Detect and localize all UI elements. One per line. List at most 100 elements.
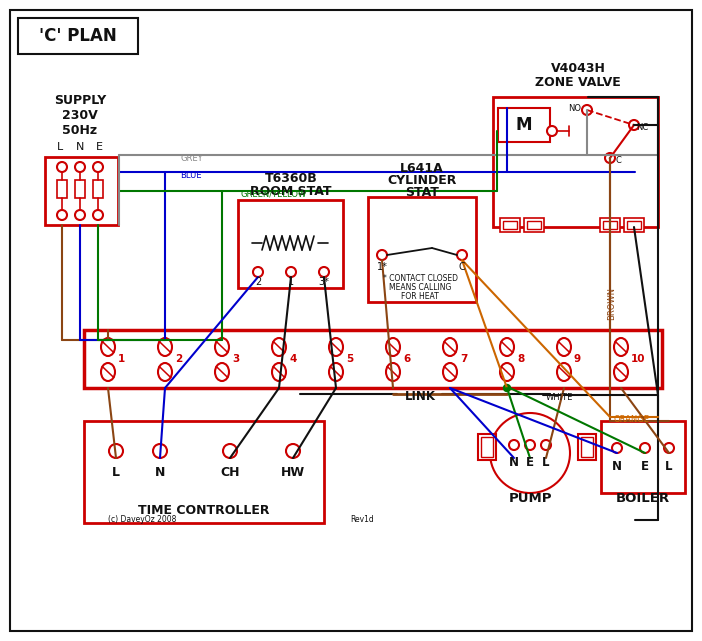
Text: L: L bbox=[665, 460, 673, 472]
Text: L641A: L641A bbox=[400, 162, 444, 174]
Circle shape bbox=[503, 385, 510, 392]
Circle shape bbox=[582, 105, 592, 115]
FancyBboxPatch shape bbox=[45, 157, 118, 225]
Text: 3: 3 bbox=[232, 354, 239, 364]
Text: * CONTACT CLOSED: * CONTACT CLOSED bbox=[383, 274, 458, 283]
Text: C: C bbox=[458, 262, 465, 272]
Text: 230V: 230V bbox=[62, 108, 98, 122]
Ellipse shape bbox=[272, 338, 286, 356]
FancyBboxPatch shape bbox=[524, 218, 544, 232]
FancyBboxPatch shape bbox=[500, 218, 520, 232]
Text: BOILER: BOILER bbox=[616, 492, 670, 504]
Text: N: N bbox=[612, 460, 622, 472]
Circle shape bbox=[286, 444, 300, 458]
Ellipse shape bbox=[101, 363, 115, 381]
Circle shape bbox=[509, 440, 519, 450]
Ellipse shape bbox=[557, 338, 571, 356]
Ellipse shape bbox=[443, 363, 457, 381]
Text: 4: 4 bbox=[289, 354, 296, 364]
Text: Rev1d: Rev1d bbox=[350, 515, 373, 524]
Circle shape bbox=[153, 444, 167, 458]
Ellipse shape bbox=[500, 338, 514, 356]
Text: L: L bbox=[57, 142, 63, 152]
Circle shape bbox=[109, 444, 123, 458]
Ellipse shape bbox=[272, 363, 286, 381]
FancyBboxPatch shape bbox=[238, 200, 343, 288]
Text: ORANGE: ORANGE bbox=[613, 415, 649, 424]
Text: C: C bbox=[615, 156, 621, 165]
Text: MEANS CALLING: MEANS CALLING bbox=[389, 283, 451, 292]
FancyBboxPatch shape bbox=[478, 434, 496, 460]
FancyBboxPatch shape bbox=[18, 18, 138, 54]
FancyBboxPatch shape bbox=[93, 180, 103, 198]
Text: NC: NC bbox=[636, 122, 648, 131]
Circle shape bbox=[457, 250, 467, 260]
Circle shape bbox=[57, 210, 67, 220]
Text: E: E bbox=[526, 456, 534, 469]
Text: NO: NO bbox=[569, 103, 581, 113]
FancyBboxPatch shape bbox=[527, 221, 541, 229]
Ellipse shape bbox=[329, 363, 343, 381]
Ellipse shape bbox=[443, 338, 457, 356]
Ellipse shape bbox=[500, 363, 514, 381]
Text: 1: 1 bbox=[118, 354, 125, 364]
Text: N: N bbox=[76, 142, 84, 152]
FancyBboxPatch shape bbox=[481, 437, 493, 457]
Text: M: M bbox=[516, 116, 532, 134]
Text: 10: 10 bbox=[631, 354, 646, 364]
Text: STAT: STAT bbox=[405, 185, 439, 199]
FancyBboxPatch shape bbox=[10, 10, 692, 631]
FancyBboxPatch shape bbox=[603, 221, 617, 229]
Text: FOR HEAT: FOR HEAT bbox=[401, 292, 439, 301]
Circle shape bbox=[319, 267, 329, 277]
Text: ZONE VALVE: ZONE VALVE bbox=[535, 76, 621, 88]
Text: PUMP: PUMP bbox=[508, 492, 552, 504]
Text: V4043H: V4043H bbox=[550, 62, 605, 74]
Text: N: N bbox=[509, 456, 519, 469]
Circle shape bbox=[664, 443, 674, 453]
Text: CYLINDER: CYLINDER bbox=[388, 174, 457, 187]
Ellipse shape bbox=[158, 338, 172, 356]
Text: ROOM STAT: ROOM STAT bbox=[250, 185, 332, 197]
Text: 2: 2 bbox=[175, 354, 183, 364]
Circle shape bbox=[75, 162, 85, 172]
Circle shape bbox=[223, 444, 237, 458]
Circle shape bbox=[640, 443, 650, 453]
Text: E: E bbox=[95, 142, 102, 152]
FancyBboxPatch shape bbox=[75, 180, 85, 198]
Circle shape bbox=[93, 162, 103, 172]
Circle shape bbox=[629, 120, 639, 130]
Text: CH: CH bbox=[220, 467, 240, 479]
Text: 9: 9 bbox=[574, 354, 581, 364]
Text: L: L bbox=[112, 467, 120, 479]
FancyBboxPatch shape bbox=[627, 221, 641, 229]
Text: 50Hz: 50Hz bbox=[62, 124, 98, 137]
FancyBboxPatch shape bbox=[84, 421, 324, 523]
Ellipse shape bbox=[101, 338, 115, 356]
Ellipse shape bbox=[158, 363, 172, 381]
Text: GREEN/YELLOW: GREEN/YELLOW bbox=[240, 190, 306, 199]
FancyBboxPatch shape bbox=[581, 437, 593, 457]
Circle shape bbox=[525, 440, 535, 450]
Ellipse shape bbox=[614, 363, 628, 381]
Ellipse shape bbox=[386, 338, 400, 356]
Ellipse shape bbox=[215, 363, 229, 381]
Circle shape bbox=[605, 153, 615, 163]
FancyBboxPatch shape bbox=[600, 218, 620, 232]
Circle shape bbox=[93, 210, 103, 220]
Text: SUPPLY: SUPPLY bbox=[54, 94, 106, 106]
Text: WHITE: WHITE bbox=[546, 394, 574, 403]
Ellipse shape bbox=[215, 338, 229, 356]
FancyBboxPatch shape bbox=[368, 197, 476, 302]
Text: 8: 8 bbox=[517, 354, 524, 364]
Text: BLUE: BLUE bbox=[180, 171, 201, 179]
Text: HW: HW bbox=[281, 467, 305, 479]
Text: T6360B: T6360B bbox=[265, 172, 317, 185]
Circle shape bbox=[75, 210, 85, 220]
Text: GREY: GREY bbox=[180, 153, 203, 163]
FancyBboxPatch shape bbox=[57, 180, 67, 198]
Circle shape bbox=[377, 250, 387, 260]
Circle shape bbox=[57, 162, 67, 172]
Text: (c) DaveyOz 2008: (c) DaveyOz 2008 bbox=[108, 515, 176, 524]
Text: 7: 7 bbox=[460, 354, 468, 364]
